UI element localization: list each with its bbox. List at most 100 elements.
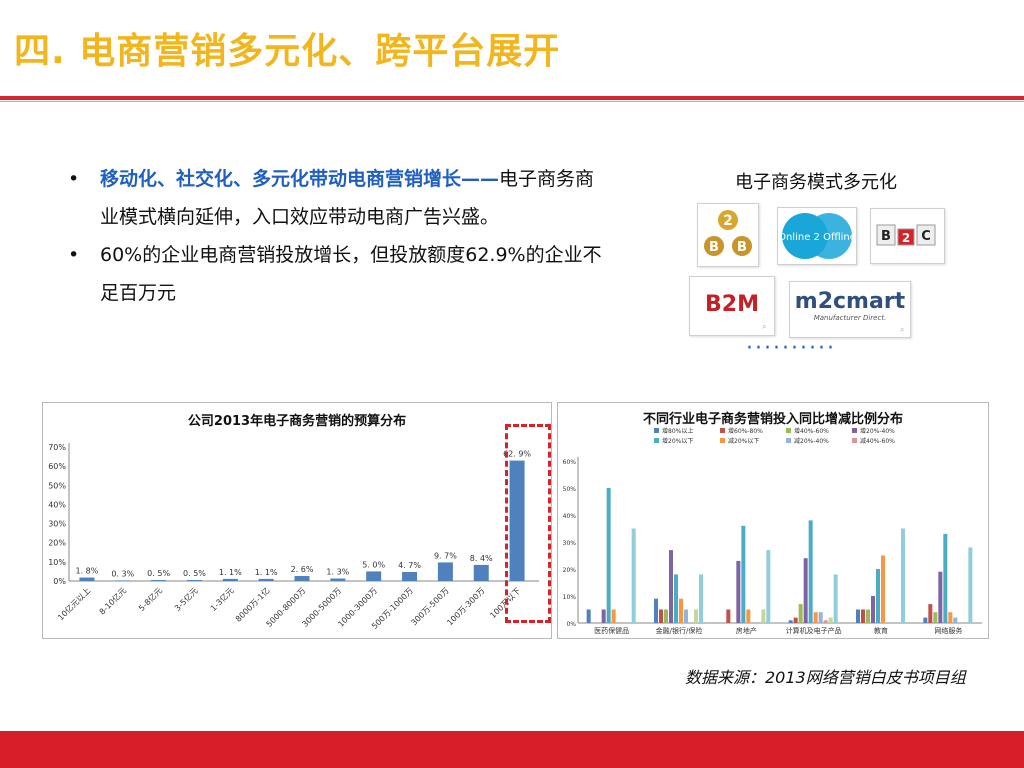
b2m-logo-text: B2M — [705, 292, 759, 317]
y-tick-label: 20% — [48, 539, 66, 548]
bar — [186, 580, 202, 581]
x-tick-label: 计算机及电子产品 — [786, 626, 842, 635]
bar — [828, 617, 833, 623]
b2c-logo-2: 2 — [902, 231, 910, 245]
data-label: 62. 9% — [503, 450, 531, 459]
title-divider-thin — [0, 101, 1024, 102]
o2o-logo: Online 2 Offline — [777, 207, 857, 265]
data-label: 2. 6% — [291, 565, 314, 574]
bar — [876, 569, 880, 623]
bar — [631, 528, 636, 623]
m2cmart-logo-tagline: Manufacturer Direct. — [814, 314, 887, 322]
b2b-logo: 2 B B — [697, 203, 759, 267]
x-tick-label: 8-10亿元 — [97, 585, 128, 616]
legend-swatch — [786, 438, 791, 443]
bar — [659, 609, 663, 623]
legend-swatch — [852, 428, 857, 433]
bar — [803, 558, 808, 623]
y-tick-label: 40% — [48, 500, 66, 509]
bar — [766, 550, 771, 623]
bar — [151, 580, 167, 581]
bar — [788, 620, 793, 623]
legend-swatch — [720, 438, 725, 443]
bar — [664, 609, 668, 623]
data-label: 1. 1% — [219, 568, 242, 577]
y-tick-label: 0% — [53, 577, 66, 586]
x-tick-label: 100万-300万 — [445, 586, 486, 627]
data-label: 8. 4% — [470, 554, 493, 563]
bullet-dot: • — [68, 244, 80, 266]
legend-label: 增60%-80% — [728, 427, 763, 435]
x-tick-label: 医药保健品 — [594, 626, 629, 635]
b2c-logo: B 2 C — [870, 208, 945, 264]
bar — [968, 547, 973, 623]
bar — [79, 577, 95, 581]
slide-title: 四. 电商营销多元化、跨平台展开 — [14, 31, 561, 72]
title-divider — [0, 96, 1024, 100]
legend-label: 增20%以下 — [662, 437, 693, 445]
data-label: 9. 7% — [434, 551, 457, 560]
industry-chart-panel: 不同行业电子商务营销投入同比增减比例分布 增80%以上 增60%-80% 增40%-… — [557, 402, 989, 639]
bar — [509, 460, 525, 581]
m2cmart-logo-text: m2cmart — [795, 289, 906, 314]
bar — [928, 604, 933, 623]
bullet-item-2: • 60%的企业电商营销投放增长，但投放额度62.9%的企业不足百万元 — [68, 236, 608, 312]
bullet-list: • 移动化、社交化、多元化带动电商营销增长——电子商务商业模式横向延伸，入口效应… — [68, 160, 608, 312]
b2c-logo-c: C — [921, 229, 931, 244]
x-tick-label: 网络服务 — [934, 626, 962, 635]
b2b-logo-b2: B — [737, 240, 747, 255]
bar — [726, 609, 731, 623]
footer-bar — [0, 731, 1024, 768]
y-tick-label: 20% — [563, 567, 577, 574]
bar — [606, 488, 611, 623]
legend-swatch — [654, 428, 659, 433]
legend-label: 增20%-40% — [860, 427, 895, 435]
legend-label: 减20%以下 — [728, 437, 759, 445]
bar — [473, 564, 489, 581]
bar — [366, 571, 382, 581]
bar — [115, 580, 131, 581]
legend-swatch — [720, 428, 725, 433]
y-tick-label: 10% — [48, 558, 66, 567]
bar — [881, 555, 885, 623]
y-tick-label: 0% — [566, 621, 576, 628]
bar — [222, 578, 238, 581]
bar — [823, 620, 828, 623]
data-label: 1. 8% — [75, 567, 98, 576]
x-tick-label: 房地产 — [736, 626, 757, 635]
data-label: 5. 0% — [362, 560, 385, 569]
x-tick-label: 教育 — [874, 626, 888, 635]
bar — [866, 609, 870, 623]
bar — [736, 560, 741, 623]
bar — [330, 578, 346, 581]
y-tick-label: 30% — [48, 520, 66, 529]
y-tick-label: 10% — [563, 594, 577, 601]
bar — [402, 572, 418, 581]
x-tick-label: 10亿元以上 — [55, 585, 92, 622]
data-label: 0. 5% — [147, 569, 170, 578]
legend-label: 增40%-60% — [794, 427, 829, 435]
bar — [679, 598, 683, 623]
bar — [923, 617, 928, 623]
bar — [953, 617, 958, 623]
bar — [948, 612, 953, 623]
y-tick-label: 30% — [563, 540, 577, 547]
bar — [938, 571, 943, 623]
legend-swatch — [654, 438, 659, 443]
zoom-icon: ⌕ — [762, 322, 766, 331]
data-label: 0. 3% — [111, 569, 134, 578]
bar — [856, 609, 860, 623]
data-label: 0. 5% — [183, 569, 206, 578]
data-label: 1. 1% — [255, 568, 278, 577]
bar — [654, 598, 658, 623]
bar — [808, 520, 813, 623]
bar — [793, 617, 798, 623]
budget-chart-panel: 公司2013年电子商务营销的预算分布 0% 10% 20% 30% 40% 50% 60% 7… — [42, 402, 552, 639]
b2b-logo-b1: B — [709, 240, 719, 255]
bullet-highlight: 移动化、社交化、多元化带动电商营销增长—— — [100, 168, 500, 190]
bar — [586, 609, 591, 623]
bar — [901, 528, 905, 623]
bar — [674, 574, 678, 623]
y-tick-label: 50% — [48, 481, 66, 490]
more-dots: ·········· — [746, 336, 836, 361]
